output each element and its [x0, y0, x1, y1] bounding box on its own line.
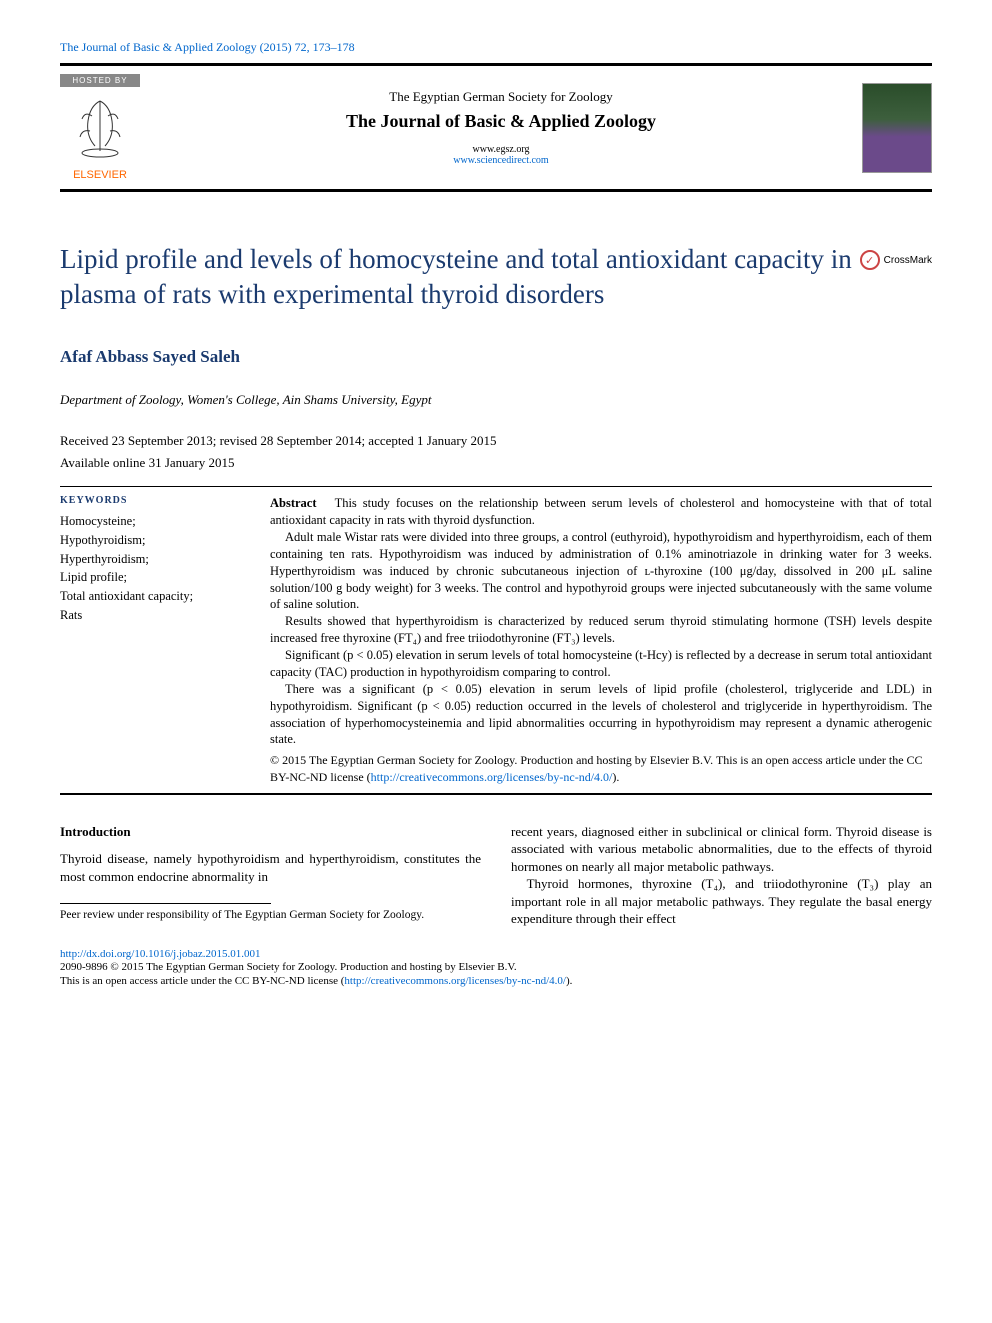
divider-medium	[60, 793, 932, 795]
abstract-column: Abstract This study focuses on the relat…	[270, 495, 932, 785]
keywords-header: KEYWORDS	[60, 495, 240, 506]
elsevier-label: ELSEVIER	[60, 169, 140, 181]
hosted-by-label: HOSTED BY	[60, 74, 140, 87]
author-affiliation: Department of Zoology, Women's College, …	[60, 392, 932, 408]
abstract-p2: Adult male Wistar rats were divided into…	[270, 529, 932, 613]
footer-copyright: 2090-9896 © 2015 The Egyptian German Soc…	[60, 960, 932, 989]
egsz-link[interactable]: www.egsz.org	[473, 144, 530, 155]
elsevier-tree-logo	[70, 91, 130, 161]
intro-right-p1: recent years, diagnosed either in subcli…	[511, 823, 932, 876]
divider	[60, 486, 932, 487]
article-title: Lipid profile and levels of homocysteine…	[60, 242, 932, 312]
keywords-column: KEYWORDS Homocysteine; Hypothyroidism; H…	[60, 495, 240, 785]
crossmark-label: CrossMark	[884, 255, 932, 266]
sciencedirect-link[interactable]: www.sciencedirect.com	[453, 155, 548, 166]
journal-header-bar: HOSTED BY ELSEVIER The Egyptian German S…	[60, 63, 932, 192]
journal-reference: The Journal of Basic & Applied Zoology (…	[60, 40, 932, 55]
article-dates-line2: Available online 31 January 2015	[60, 455, 932, 471]
footer-cc-link[interactable]: http://creativecommons.org/licenses/by-n…	[344, 975, 566, 987]
journal-links: www.egsz.org www.sciencedirect.com	[140, 144, 862, 166]
keywords-abstract-section: KEYWORDS Homocysteine; Hypothyroidism; H…	[60, 495, 932, 785]
abstract-copyright: © 2015 The Egyptian German Society for Z…	[270, 752, 932, 784]
abstract-p5: There was a significant (p < 0.05) eleva…	[270, 681, 932, 749]
abstract-label: Abstract	[270, 496, 317, 510]
journal-cover-thumbnail	[862, 83, 932, 173]
article-dates-line1: Received 23 September 2013; revised 28 S…	[60, 433, 932, 449]
left-column: Introduction Thyroid disease, namely hyp…	[60, 823, 481, 928]
abstract-p1: Abstract This study focuses on the relat…	[270, 495, 932, 529]
abstract-p4: Significant (p < 0.05) elevation in seru…	[270, 647, 932, 681]
crossmark-badge[interactable]: ✓ CrossMark	[860, 250, 932, 270]
journal-name: The Journal of Basic & Applied Zoology	[140, 111, 862, 132]
cc-license-link[interactable]: http://creativecommons.org/licenses/by-n…	[371, 770, 613, 784]
society-name: The Egyptian German Society for Zoology	[140, 89, 862, 105]
footnote-rule	[60, 903, 271, 904]
abstract-p3: Results showed that hyperthyroidism is c…	[270, 613, 932, 647]
author-name: Afaf Abbass Sayed Saleh	[60, 347, 932, 367]
right-column: recent years, diagnosed either in subcli…	[511, 823, 932, 928]
body-two-column: Introduction Thyroid disease, namely hyp…	[60, 823, 932, 928]
elsevier-block: HOSTED BY ELSEVIER	[60, 74, 140, 181]
introduction-header: Introduction	[60, 823, 481, 841]
intro-right-p2: Thyroid hormones, thyroxine (T₄), and tr…	[511, 875, 932, 928]
crossmark-icon: ✓	[860, 250, 880, 270]
peer-review-footnote: Peer review under responsibility of The …	[60, 908, 481, 923]
keywords-list: Homocysteine; Hypothyroidism; Hyperthyro…	[60, 512, 240, 625]
doi-link[interactable]: http://dx.doi.org/10.1016/j.jobaz.2015.0…	[60, 948, 932, 960]
intro-left-p1: Thyroid disease, namely hypothyroidism a…	[60, 850, 481, 885]
journal-title-block: The Egyptian German Society for Zoology …	[140, 89, 862, 166]
